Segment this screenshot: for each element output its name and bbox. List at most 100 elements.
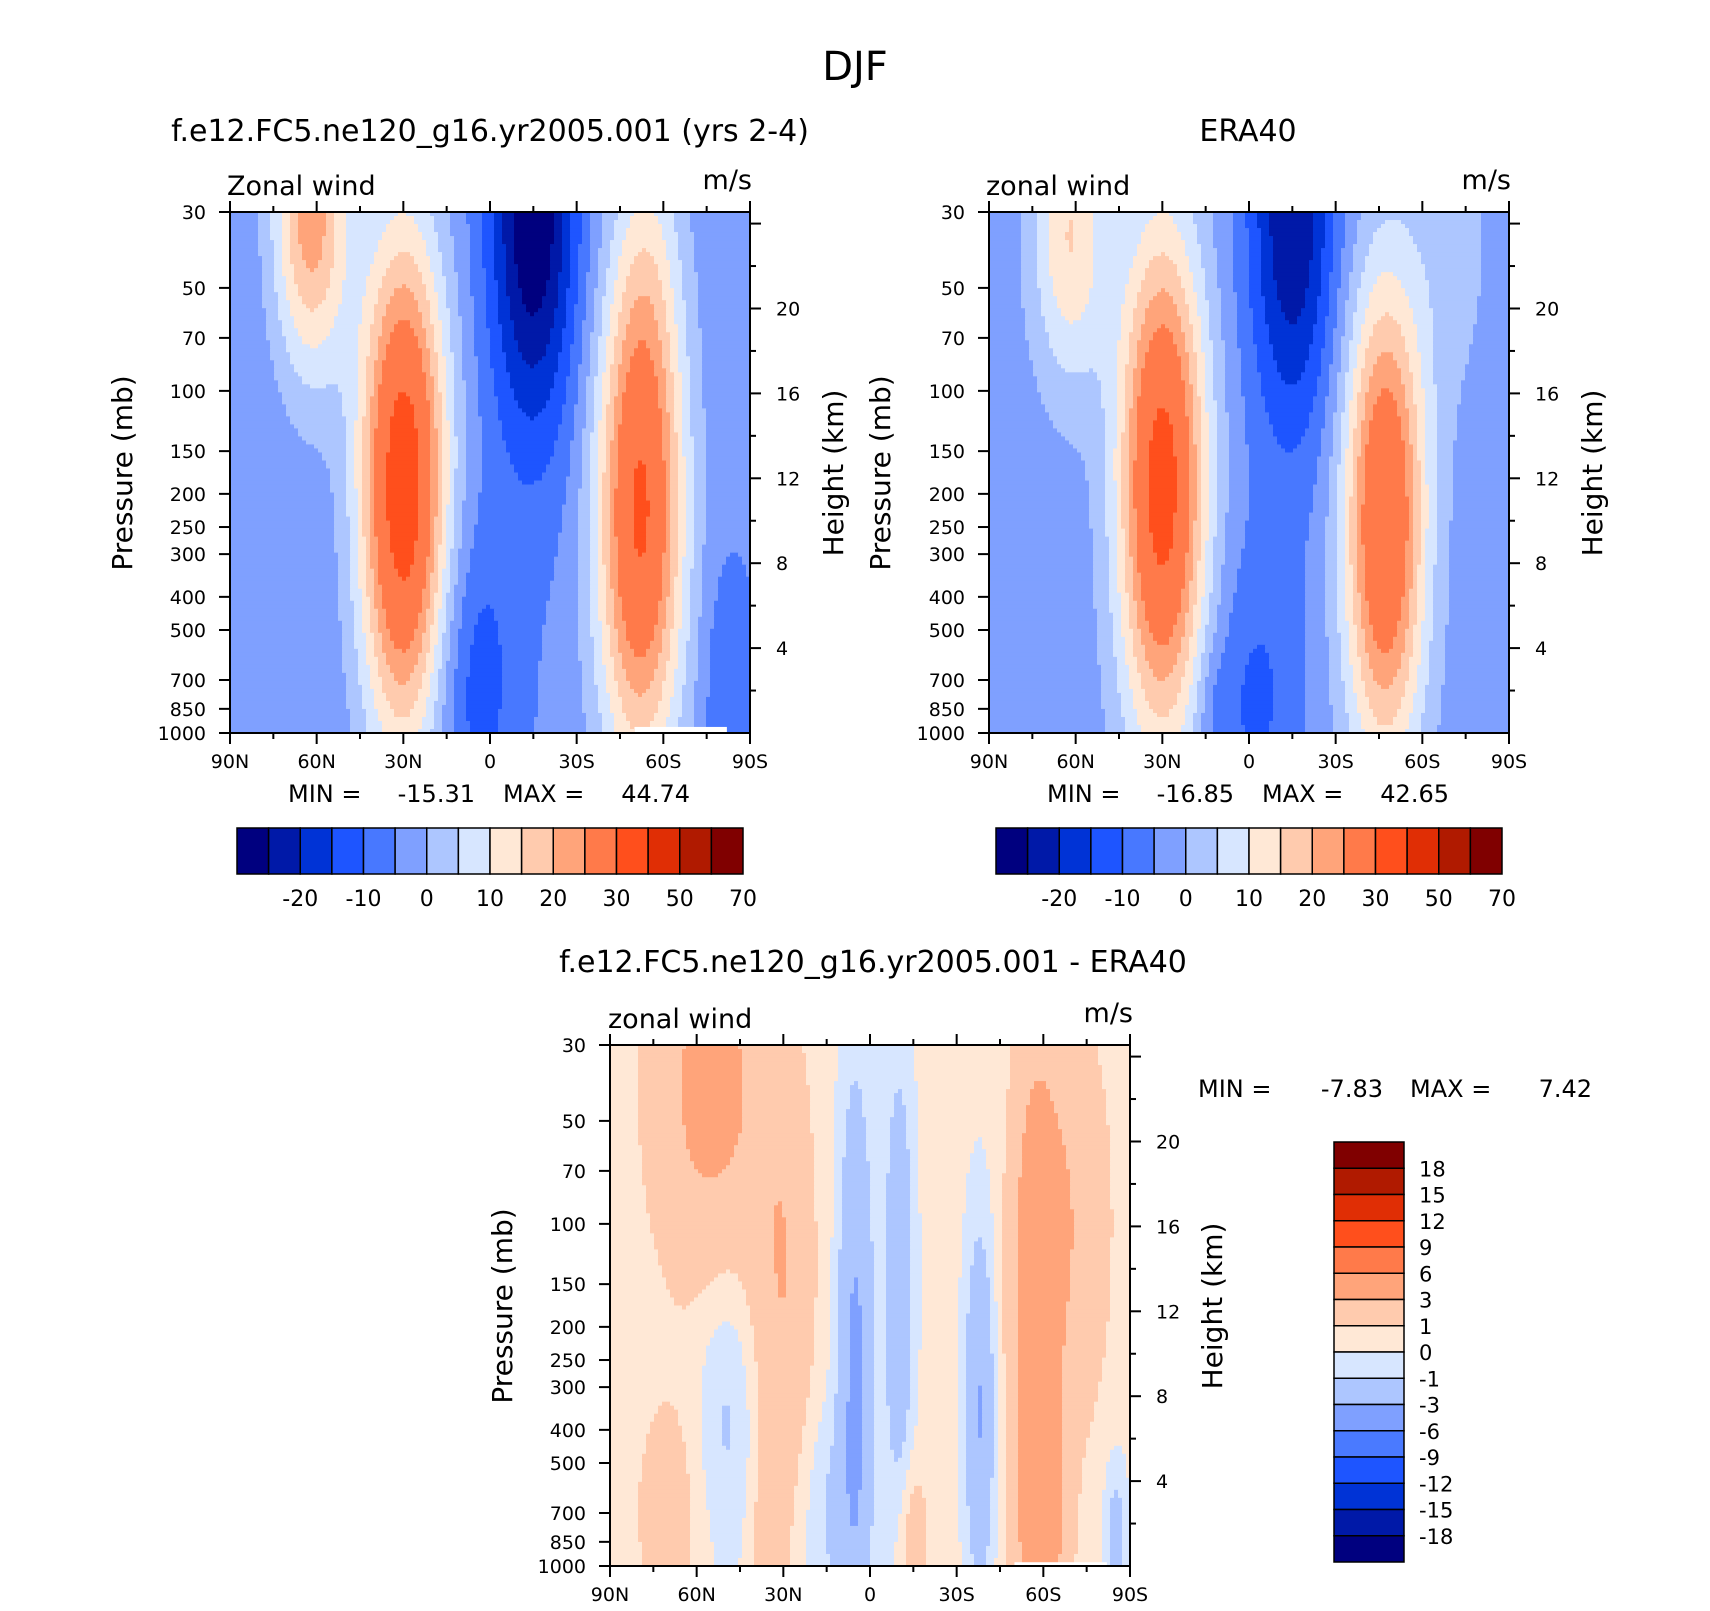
contour-cell	[626, 624, 655, 630]
contour-cell	[606, 364, 611, 369]
contour-cell	[438, 440, 443, 446]
contour-cell	[1309, 260, 1322, 265]
contour-cell	[638, 252, 651, 257]
contour-cell	[1433, 344, 1470, 349]
contour-cell	[1185, 344, 1194, 349]
contour-cell	[454, 364, 463, 369]
contour-cell	[694, 704, 707, 710]
contour-cell	[622, 696, 663, 702]
contour-cell	[446, 676, 455, 682]
contour-cell	[1141, 288, 1162, 293]
contour-cell	[230, 680, 347, 686]
contour-cell	[662, 436, 671, 442]
contour-cell	[470, 728, 499, 734]
contour-cell	[590, 440, 599, 446]
contour-cell	[434, 332, 443, 337]
contour-cell	[418, 456, 431, 462]
contour-cell	[542, 304, 559, 309]
contour-cell	[1053, 288, 1090, 293]
contour-cell	[662, 684, 675, 690]
contour-cell	[582, 232, 591, 237]
contour-cell	[438, 504, 443, 510]
contour-cell	[418, 440, 431, 446]
contour-cell	[362, 496, 371, 502]
contour-cell	[582, 708, 599, 714]
contour-cell	[666, 616, 675, 622]
contour-cell	[358, 540, 367, 546]
contour-cell	[374, 320, 383, 325]
contour-cell	[1261, 288, 1278, 293]
contour-cell	[462, 516, 479, 522]
contour-cell	[386, 352, 423, 357]
contour-cell	[1133, 264, 1150, 269]
contour-cell	[470, 232, 483, 237]
contour-cell	[670, 440, 679, 446]
contour-cell	[582, 212, 591, 217]
contour-cell	[518, 280, 547, 285]
contour-cell	[446, 700, 455, 706]
contour-cell	[690, 228, 751, 233]
contour-cell	[362, 512, 371, 518]
contour-cell	[694, 508, 707, 514]
contour-cell	[370, 480, 375, 486]
contour-cell	[694, 468, 707, 474]
contour-cell	[1225, 360, 1242, 365]
contour-cell	[1393, 316, 1414, 321]
contour-cell	[442, 444, 451, 450]
contour-cell	[426, 708, 435, 714]
contour-cell	[658, 220, 675, 225]
contour-cell	[666, 676, 675, 682]
contour-cell	[230, 712, 351, 718]
contour-cell	[694, 520, 707, 526]
contour-cell	[434, 616, 439, 622]
contour-cell	[1165, 288, 1186, 293]
contour-cell	[654, 260, 671, 265]
contour-cell	[486, 268, 495, 273]
contour-cell	[418, 444, 431, 450]
contour-cell	[274, 256, 283, 261]
contour-cell	[550, 336, 563, 341]
contour-cell	[546, 344, 563, 349]
contour-cell	[270, 340, 287, 345]
contour-cell	[514, 256, 551, 261]
contour-cell	[1397, 276, 1426, 281]
contour-cell	[690, 628, 699, 634]
contour-cell	[454, 400, 467, 405]
contour-cell	[282, 264, 295, 269]
contour-cell	[342, 632, 355, 638]
contour-cell	[610, 480, 619, 486]
contour-cell	[230, 676, 347, 682]
contour-cell	[446, 300, 459, 305]
contour-cell	[1353, 252, 1370, 257]
contour-cell	[450, 340, 463, 345]
contour-cell	[606, 444, 611, 450]
contour-cell	[374, 572, 379, 578]
contour-cell	[438, 512, 443, 518]
contour-cell	[618, 544, 635, 550]
contour-cell	[1313, 332, 1326, 337]
contour-cell	[378, 340, 391, 345]
contour-cell	[1041, 296, 1058, 301]
contour-cell	[430, 676, 439, 682]
contour-cell	[710, 688, 751, 694]
contour-cell	[430, 680, 439, 686]
contour-cell	[438, 580, 443, 586]
contour-cell	[518, 472, 543, 478]
contour-cell	[498, 708, 539, 714]
contour-cell	[506, 448, 555, 454]
contour-cell	[682, 296, 699, 301]
contour-cell	[590, 544, 599, 550]
contour-cell	[578, 396, 587, 401]
contour-cell	[678, 484, 687, 490]
contour-cell	[678, 556, 683, 562]
contour-cell	[1353, 324, 1362, 329]
contour-cell	[474, 300, 487, 305]
contour-plot: 90N 60N 30N 0 30S 60S 90S305070100150200250300…	[158, 201, 800, 773]
contour-cell	[1201, 328, 1210, 333]
colorbar-label: 50	[666, 887, 694, 912]
contour-cell	[1309, 276, 1322, 281]
contour-cell	[366, 280, 383, 285]
contour-cell	[610, 708, 623, 714]
contour-cell	[386, 624, 419, 630]
contour-cell	[346, 428, 355, 434]
